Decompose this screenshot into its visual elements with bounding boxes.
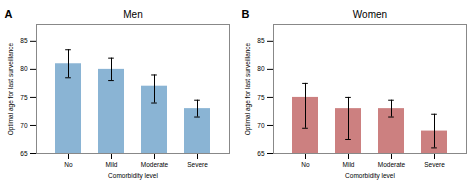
svg-text:80: 80 xyxy=(20,65,28,72)
svg-text:Comorbidity level: Comorbidity level xyxy=(345,172,395,180)
svg-text:Comorbidity level: Comorbidity level xyxy=(108,172,158,180)
svg-text:Moderate: Moderate xyxy=(141,161,169,168)
svg-text:80: 80 xyxy=(257,65,265,72)
svg-text:Women: Women xyxy=(353,9,387,20)
svg-text:No: No xyxy=(301,161,310,168)
svg-text:75: 75 xyxy=(257,93,265,100)
svg-text:65: 65 xyxy=(257,150,265,157)
svg-text:Severe: Severe xyxy=(187,161,208,168)
svg-text:75: 75 xyxy=(20,93,28,100)
svg-text:Optimal age for last surveilla: Optimal age for last surveillance xyxy=(7,42,15,135)
svg-text:Severe: Severe xyxy=(424,161,445,168)
svg-text:A: A xyxy=(5,8,13,20)
svg-text:Mild: Mild xyxy=(343,161,355,168)
svg-text:70: 70 xyxy=(257,122,265,129)
svg-text:65: 65 xyxy=(20,150,28,157)
svg-text:Mild: Mild xyxy=(106,161,118,168)
svg-text:Men: Men xyxy=(123,9,142,20)
svg-text:Moderate: Moderate xyxy=(378,161,406,168)
svg-text:No: No xyxy=(64,161,73,168)
svg-text:85: 85 xyxy=(257,37,265,44)
svg-text:Optimal age for last surveilla: Optimal age for last surveillance xyxy=(244,42,252,135)
svg-text:85: 85 xyxy=(20,37,28,44)
svg-text:B: B xyxy=(242,8,250,20)
svg-text:70: 70 xyxy=(20,122,28,129)
